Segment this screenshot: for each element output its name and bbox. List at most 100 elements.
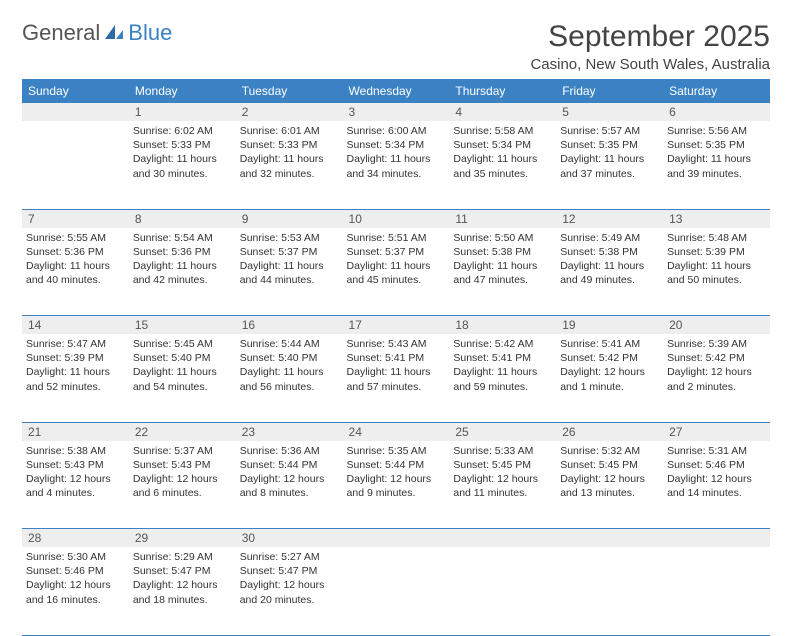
sunset-text: Sunset: 5:44 PM xyxy=(240,458,339,472)
brand-logo: General Blue xyxy=(22,20,172,46)
sunset-text: Sunset: 5:34 PM xyxy=(453,138,552,152)
day1-text: Daylight: 11 hours xyxy=(26,259,125,273)
month-title: September 2025 xyxy=(530,20,770,54)
sunrise-text: Sunrise: 5:41 AM xyxy=(560,337,659,351)
day-number: 30 xyxy=(236,529,343,548)
weekday-header-row: Sunday Monday Tuesday Wednesday Thursday… xyxy=(22,79,770,103)
weekday-header: Thursday xyxy=(449,79,556,103)
day2-text: and 1 minute. xyxy=(560,380,659,394)
title-block: September 2025 Casino, New South Wales, … xyxy=(530,20,770,73)
day-number: 20 xyxy=(663,316,770,335)
day-number: 2 xyxy=(236,103,343,121)
day2-text: and 37 minutes. xyxy=(560,167,659,181)
daynum-row: 21222324252627 xyxy=(22,422,770,441)
sunrise-text: Sunrise: 5:31 AM xyxy=(667,444,766,458)
sunrise-text: Sunrise: 6:00 AM xyxy=(347,124,446,138)
day2-text: and 6 minutes. xyxy=(133,486,232,500)
day-cell: Sunrise: 5:54 AMSunset: 5:36 PMDaylight:… xyxy=(129,228,236,316)
sunset-text: Sunset: 5:46 PM xyxy=(26,564,125,578)
weekday-header: Friday xyxy=(556,79,663,103)
day-number xyxy=(22,103,129,121)
sunset-text: Sunset: 5:35 PM xyxy=(667,138,766,152)
sunrise-text: Sunrise: 5:37 AM xyxy=(133,444,232,458)
day-cell: Sunrise: 5:42 AMSunset: 5:41 PMDaylight:… xyxy=(449,334,556,422)
day-cell: Sunrise: 5:58 AMSunset: 5:34 PMDaylight:… xyxy=(449,121,556,209)
day-number: 11 xyxy=(449,209,556,228)
day-cell: Sunrise: 5:57 AMSunset: 5:35 PMDaylight:… xyxy=(556,121,663,209)
day-number: 3 xyxy=(343,103,450,121)
weekday-header: Wednesday xyxy=(343,79,450,103)
day-cell: Sunrise: 5:27 AMSunset: 5:47 PMDaylight:… xyxy=(236,547,343,635)
day1-text: Daylight: 12 hours xyxy=(453,472,552,486)
sunrise-text: Sunrise: 5:42 AM xyxy=(453,337,552,351)
day2-text: and 2 minutes. xyxy=(667,380,766,394)
day-number xyxy=(449,529,556,548)
day-number: 5 xyxy=(556,103,663,121)
day-cell: Sunrise: 5:55 AMSunset: 5:36 PMDaylight:… xyxy=(22,228,129,316)
sunset-text: Sunset: 5:39 PM xyxy=(26,351,125,365)
sunset-text: Sunset: 5:43 PM xyxy=(26,458,125,472)
day2-text: and 8 minutes. xyxy=(240,486,339,500)
day-cell: Sunrise: 5:47 AMSunset: 5:39 PMDaylight:… xyxy=(22,334,129,422)
sunset-text: Sunset: 5:44 PM xyxy=(347,458,446,472)
day1-text: Daylight: 11 hours xyxy=(347,259,446,273)
day-number: 9 xyxy=(236,209,343,228)
sunrise-text: Sunrise: 5:29 AM xyxy=(133,550,232,564)
day1-text: Daylight: 11 hours xyxy=(560,259,659,273)
weekday-header: Saturday xyxy=(663,79,770,103)
day1-text: Daylight: 11 hours xyxy=(667,259,766,273)
day1-text: Daylight: 12 hours xyxy=(560,472,659,486)
sunrise-text: Sunrise: 5:51 AM xyxy=(347,231,446,245)
day-cell: Sunrise: 5:29 AMSunset: 5:47 PMDaylight:… xyxy=(129,547,236,635)
sunrise-text: Sunrise: 5:33 AM xyxy=(453,444,552,458)
day-number: 28 xyxy=(22,529,129,548)
day-cell: Sunrise: 5:53 AMSunset: 5:37 PMDaylight:… xyxy=(236,228,343,316)
sunrise-text: Sunrise: 5:54 AM xyxy=(133,231,232,245)
day2-text: and 9 minutes. xyxy=(347,486,446,500)
day-cell: Sunrise: 6:02 AMSunset: 5:33 PMDaylight:… xyxy=(129,121,236,209)
day2-text: and 13 minutes. xyxy=(560,486,659,500)
day-cell: Sunrise: 5:43 AMSunset: 5:41 PMDaylight:… xyxy=(343,334,450,422)
day1-text: Daylight: 12 hours xyxy=(240,472,339,486)
sunrise-text: Sunrise: 5:57 AM xyxy=(560,124,659,138)
day1-text: Daylight: 11 hours xyxy=(560,152,659,166)
day-cell: Sunrise: 5:37 AMSunset: 5:43 PMDaylight:… xyxy=(129,441,236,529)
sunrise-text: Sunrise: 5:50 AM xyxy=(453,231,552,245)
page-header: General Blue September 2025 Casino, New … xyxy=(22,20,770,73)
daynum-row: 282930 xyxy=(22,529,770,548)
sunrise-text: Sunrise: 5:35 AM xyxy=(347,444,446,458)
weekday-header: Sunday xyxy=(22,79,129,103)
day-cell xyxy=(449,547,556,635)
day2-text: and 44 minutes. xyxy=(240,273,339,287)
sunrise-text: Sunrise: 5:48 AM xyxy=(667,231,766,245)
sunset-text: Sunset: 5:33 PM xyxy=(240,138,339,152)
sunrise-text: Sunrise: 5:32 AM xyxy=(560,444,659,458)
day-cell: Sunrise: 5:36 AMSunset: 5:44 PMDaylight:… xyxy=(236,441,343,529)
day-cell: Sunrise: 5:32 AMSunset: 5:45 PMDaylight:… xyxy=(556,441,663,529)
day-number: 8 xyxy=(129,209,236,228)
day2-text: and 54 minutes. xyxy=(133,380,232,394)
sunrise-text: Sunrise: 5:45 AM xyxy=(133,337,232,351)
sunset-text: Sunset: 5:41 PM xyxy=(453,351,552,365)
day-number: 16 xyxy=(236,316,343,335)
day-number: 14 xyxy=(22,316,129,335)
day-number: 23 xyxy=(236,422,343,441)
day-number: 15 xyxy=(129,316,236,335)
location-text: Casino, New South Wales, Australia xyxy=(530,56,770,73)
day-number: 18 xyxy=(449,316,556,335)
sunrise-text: Sunrise: 5:38 AM xyxy=(26,444,125,458)
day1-text: Daylight: 11 hours xyxy=(347,152,446,166)
week-row: Sunrise: 5:47 AMSunset: 5:39 PMDaylight:… xyxy=(22,334,770,422)
day1-text: Daylight: 12 hours xyxy=(667,365,766,379)
week-row: Sunrise: 6:02 AMSunset: 5:33 PMDaylight:… xyxy=(22,121,770,209)
weekday-header: Tuesday xyxy=(236,79,343,103)
brand-part1: General xyxy=(22,20,100,46)
day-number: 17 xyxy=(343,316,450,335)
day2-text: and 34 minutes. xyxy=(347,167,446,181)
day1-text: Daylight: 11 hours xyxy=(453,152,552,166)
day-cell: Sunrise: 5:39 AMSunset: 5:42 PMDaylight:… xyxy=(663,334,770,422)
daynum-row: 14151617181920 xyxy=(22,316,770,335)
day2-text: and 42 minutes. xyxy=(133,273,232,287)
day1-text: Daylight: 12 hours xyxy=(667,472,766,486)
sunset-text: Sunset: 5:38 PM xyxy=(560,245,659,259)
